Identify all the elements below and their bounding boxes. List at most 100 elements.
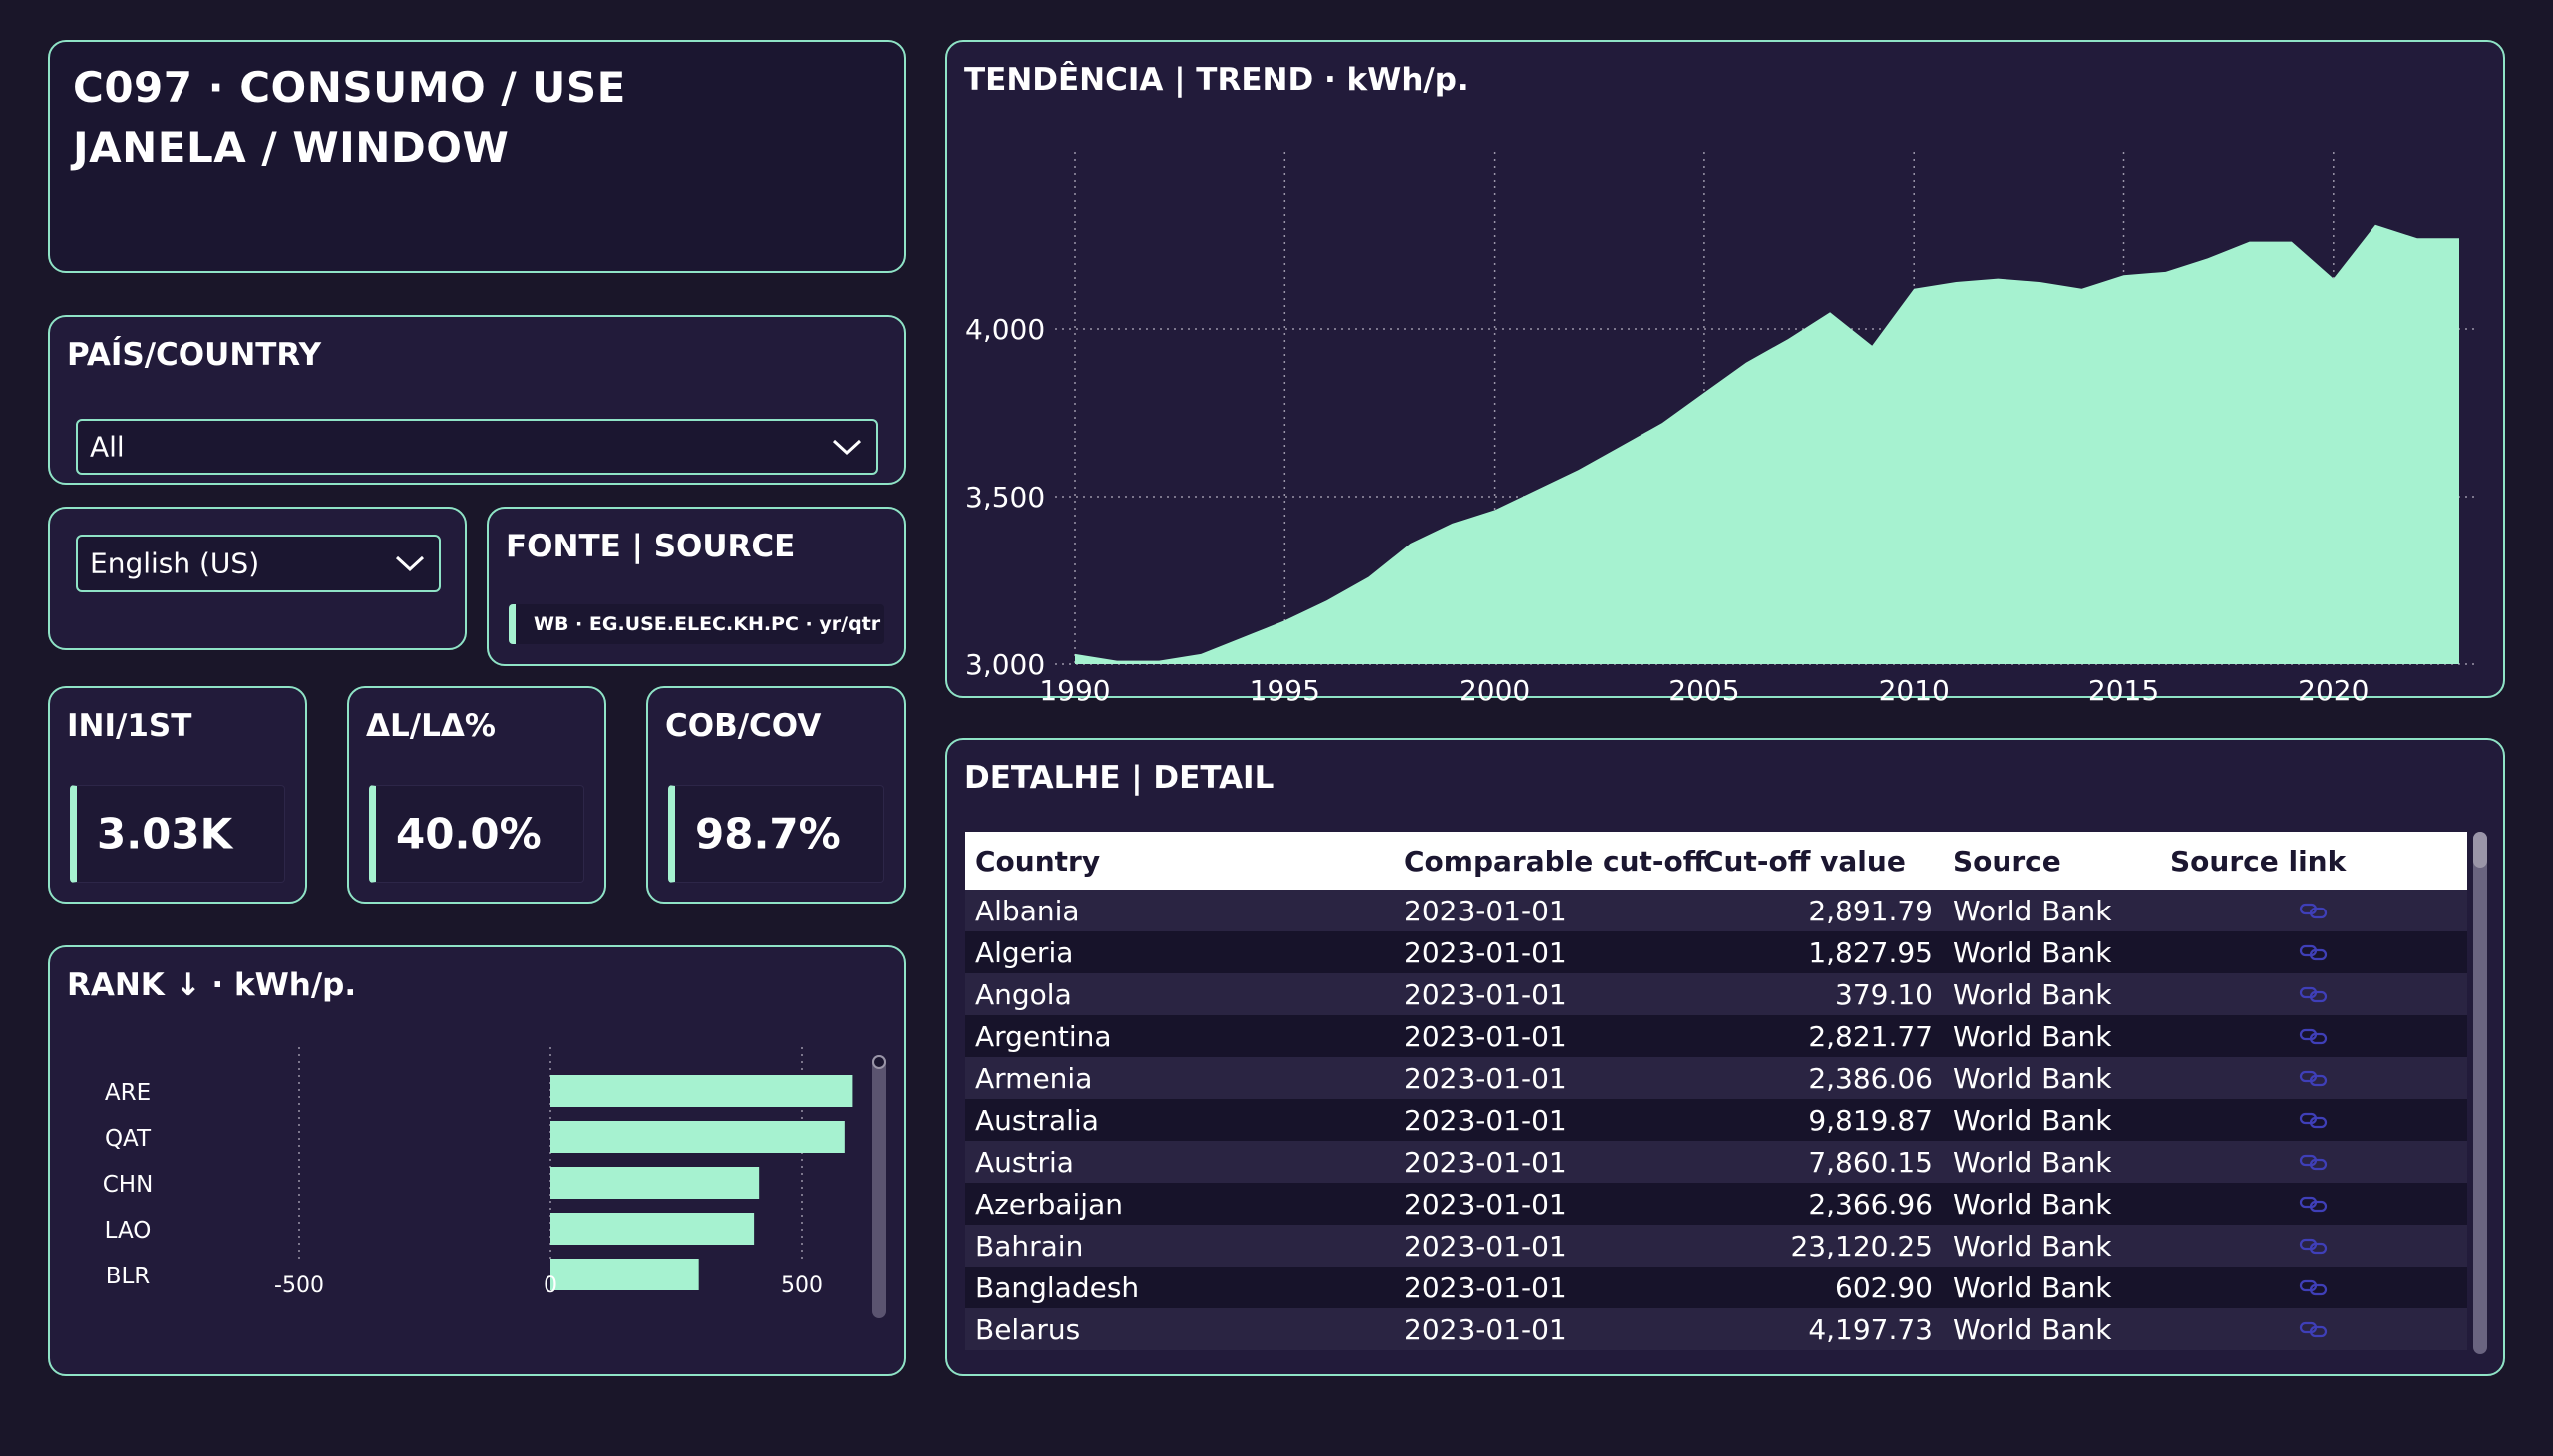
- cell-source: World Bank: [1943, 1099, 2160, 1141]
- table-header-row: Country Comparable cut-off Cut-off value…: [965, 832, 2467, 890]
- link-icon[interactable]: [2299, 1152, 2329, 1172]
- x-tick-label: 1990: [1039, 674, 1110, 707]
- cell-source-link[interactable]: [2160, 1183, 2467, 1225]
- x-tick-label: 1995: [1250, 674, 1320, 707]
- cell-source-link[interactable]: [2160, 973, 2467, 1015]
- cell-source-link[interactable]: [2160, 1057, 2467, 1099]
- rank-bar[interactable]: [550, 1121, 845, 1153]
- detail-table: Country Comparable cut-off Cut-off value…: [965, 832, 2467, 1350]
- cell-cutoff: 2023-01-01: [1394, 1057, 1693, 1099]
- link-icon[interactable]: [2299, 1110, 2329, 1130]
- table-row[interactable]: Bahrain 2023-01-01 23,120.25 World Bank: [965, 1225, 2467, 1267]
- rank-scrollbar[interactable]: [872, 1055, 886, 1318]
- y-tick-label: 4,000: [965, 313, 1045, 346]
- cell-cutoff: 2023-01-01: [1394, 1225, 1693, 1267]
- link-icon[interactable]: [2299, 901, 2329, 920]
- cell-country: Angola: [965, 973, 1394, 1015]
- x-tick-label: 2020: [2298, 674, 2369, 707]
- rank-panel: RANK ↓ · kWh/p. ARE QAT CHN LAO BLR -500 0 500: [48, 945, 906, 1376]
- x-tick-label: 2000: [1459, 674, 1530, 707]
- cell-source: World Bank: [1943, 890, 2160, 931]
- link-icon[interactable]: [2299, 1068, 2329, 1088]
- rank-bar[interactable]: [550, 1075, 853, 1107]
- detail-table-wrap: Country Comparable cut-off Cut-off value…: [965, 832, 2467, 1354]
- language-panel: English (US): [48, 507, 467, 650]
- kpi-title: INI/1ST: [67, 708, 192, 744]
- column-header-source[interactable]: Source: [1943, 832, 2160, 890]
- cell-source: World Bank: [1943, 1267, 2160, 1308]
- cell-source: World Bank: [1943, 1015, 2160, 1057]
- table-row[interactable]: Belarus 2023-01-01 4,197.73 World Bank: [965, 1308, 2467, 1350]
- link-icon[interactable]: [2299, 1236, 2329, 1256]
- cell-source-link[interactable]: [2160, 1225, 2467, 1267]
- link-icon[interactable]: [2299, 1194, 2329, 1214]
- cell-value: 23,120.25: [1693, 1225, 1943, 1267]
- cell-country: Albania: [965, 890, 1394, 931]
- y-tick-label: 3,000: [965, 648, 1045, 681]
- language-dropdown-value: English (US): [90, 546, 260, 580]
- source-panel: FONTE | SOURCE WB · EG.USE.ELEC.KH.PC · …: [487, 507, 906, 666]
- table-row[interactable]: Azerbaijan 2023-01-01 2,366.96 World Bank: [965, 1183, 2467, 1225]
- title-panel: C097 · CONSUMO / USE JANELA / WINDOW: [48, 40, 906, 273]
- rank-bar[interactable]: [550, 1259, 699, 1290]
- column-header-cutoff[interactable]: Comparable cut-off: [1394, 832, 1705, 890]
- cell-source: World Bank: [1943, 1057, 2160, 1099]
- link-icon[interactable]: [2299, 984, 2329, 1004]
- cell-source: World Bank: [1943, 1225, 2160, 1267]
- table-row[interactable]: Armenia 2023-01-01 2,386.06 World Bank: [965, 1057, 2467, 1099]
- table-row[interactable]: Argentina 2023-01-01 2,821.77 World Bank: [965, 1015, 2467, 1057]
- table-row[interactable]: Bangladesh 2023-01-01 602.90 World Bank: [965, 1267, 2467, 1308]
- cell-source-link[interactable]: [2160, 1099, 2467, 1141]
- cell-source-link[interactable]: [2160, 931, 2467, 973]
- cell-source-link[interactable]: [2160, 890, 2467, 931]
- kpi-card-delta: ΔL/LΔ% 40.0%: [347, 686, 606, 904]
- trend-area: [1075, 224, 2459, 665]
- table-row[interactable]: Angola 2023-01-01 379.10 World Bank: [965, 973, 2467, 1015]
- cell-source-link[interactable]: [2160, 1015, 2467, 1057]
- cell-cutoff: 2023-01-01: [1394, 890, 1693, 931]
- kpi-title: ΔL/LΔ%: [366, 708, 496, 744]
- rank-bar[interactable]: [550, 1213, 755, 1245]
- detail-scrollbar[interactable]: [2473, 832, 2487, 1354]
- rank-title: RANK ↓ · kWh/p.: [67, 967, 357, 1003]
- link-icon[interactable]: [2299, 1277, 2329, 1297]
- rank-scrollbar-thumb[interactable]: [872, 1055, 886, 1069]
- rank-x-tick-label: 0: [544, 1274, 557, 1298]
- cell-value: 2,891.79: [1693, 890, 1943, 931]
- link-icon[interactable]: [2299, 1319, 2329, 1339]
- detail-scrollbar-thumb[interactable]: [2473, 832, 2487, 868]
- source-chip-text: WB · EG.USE.ELEC.KH.PC · yr/qtr: [534, 613, 881, 635]
- y-tick-label: 3,500: [965, 481, 1045, 514]
- cell-source-link[interactable]: [2160, 1308, 2467, 1350]
- cell-cutoff: 2023-01-01: [1394, 973, 1693, 1015]
- rank-category-label: CHN: [103, 1172, 154, 1198]
- x-tick-label: 2010: [1879, 674, 1950, 707]
- rank-category-label: BLR: [106, 1264, 151, 1289]
- country-dropdown[interactable]: All: [76, 419, 878, 475]
- table-row[interactable]: Albania 2023-01-01 2,891.79 World Bank: [965, 890, 2467, 931]
- cell-source: World Bank: [1943, 1308, 2160, 1350]
- column-header-value[interactable]: Cut-off value: [1693, 832, 1943, 890]
- cell-cutoff: 2023-01-01: [1394, 1267, 1693, 1308]
- link-icon[interactable]: [2299, 1026, 2329, 1046]
- cell-source-link[interactable]: [2160, 1141, 2467, 1183]
- cell-country: Austria: [965, 1141, 1394, 1183]
- country-filter-panel: PAÍS/COUNTRY All: [48, 315, 906, 485]
- cell-source-link[interactable]: [2160, 1267, 2467, 1308]
- rank-x-tick-label: 500: [781, 1274, 823, 1298]
- table-row[interactable]: Australia 2023-01-01 9,819.87 World Bank: [965, 1099, 2467, 1141]
- link-icon[interactable]: [2299, 942, 2329, 962]
- column-header-source-link[interactable]: Source link: [2160, 832, 2467, 890]
- rank-x-tick-label: -500: [274, 1274, 324, 1298]
- cell-country: Algeria: [965, 931, 1394, 973]
- column-header-country[interactable]: Country: [965, 832, 1394, 890]
- table-row[interactable]: Austria 2023-01-01 7,860.15 World Bank: [965, 1141, 2467, 1183]
- chevron-down-icon: [395, 555, 425, 572]
- cell-country: Belarus: [965, 1308, 1394, 1350]
- source-title: FONTE | SOURCE: [506, 529, 796, 564]
- rank-bar[interactable]: [550, 1167, 760, 1199]
- language-dropdown[interactable]: English (US): [76, 535, 441, 592]
- table-row[interactable]: Algeria 2023-01-01 1,827.95 World Bank: [965, 931, 2467, 973]
- cell-country: Azerbaijan: [965, 1183, 1394, 1225]
- page-title: C097 · CONSUMO / USE JANELA / WINDOW: [73, 58, 626, 178]
